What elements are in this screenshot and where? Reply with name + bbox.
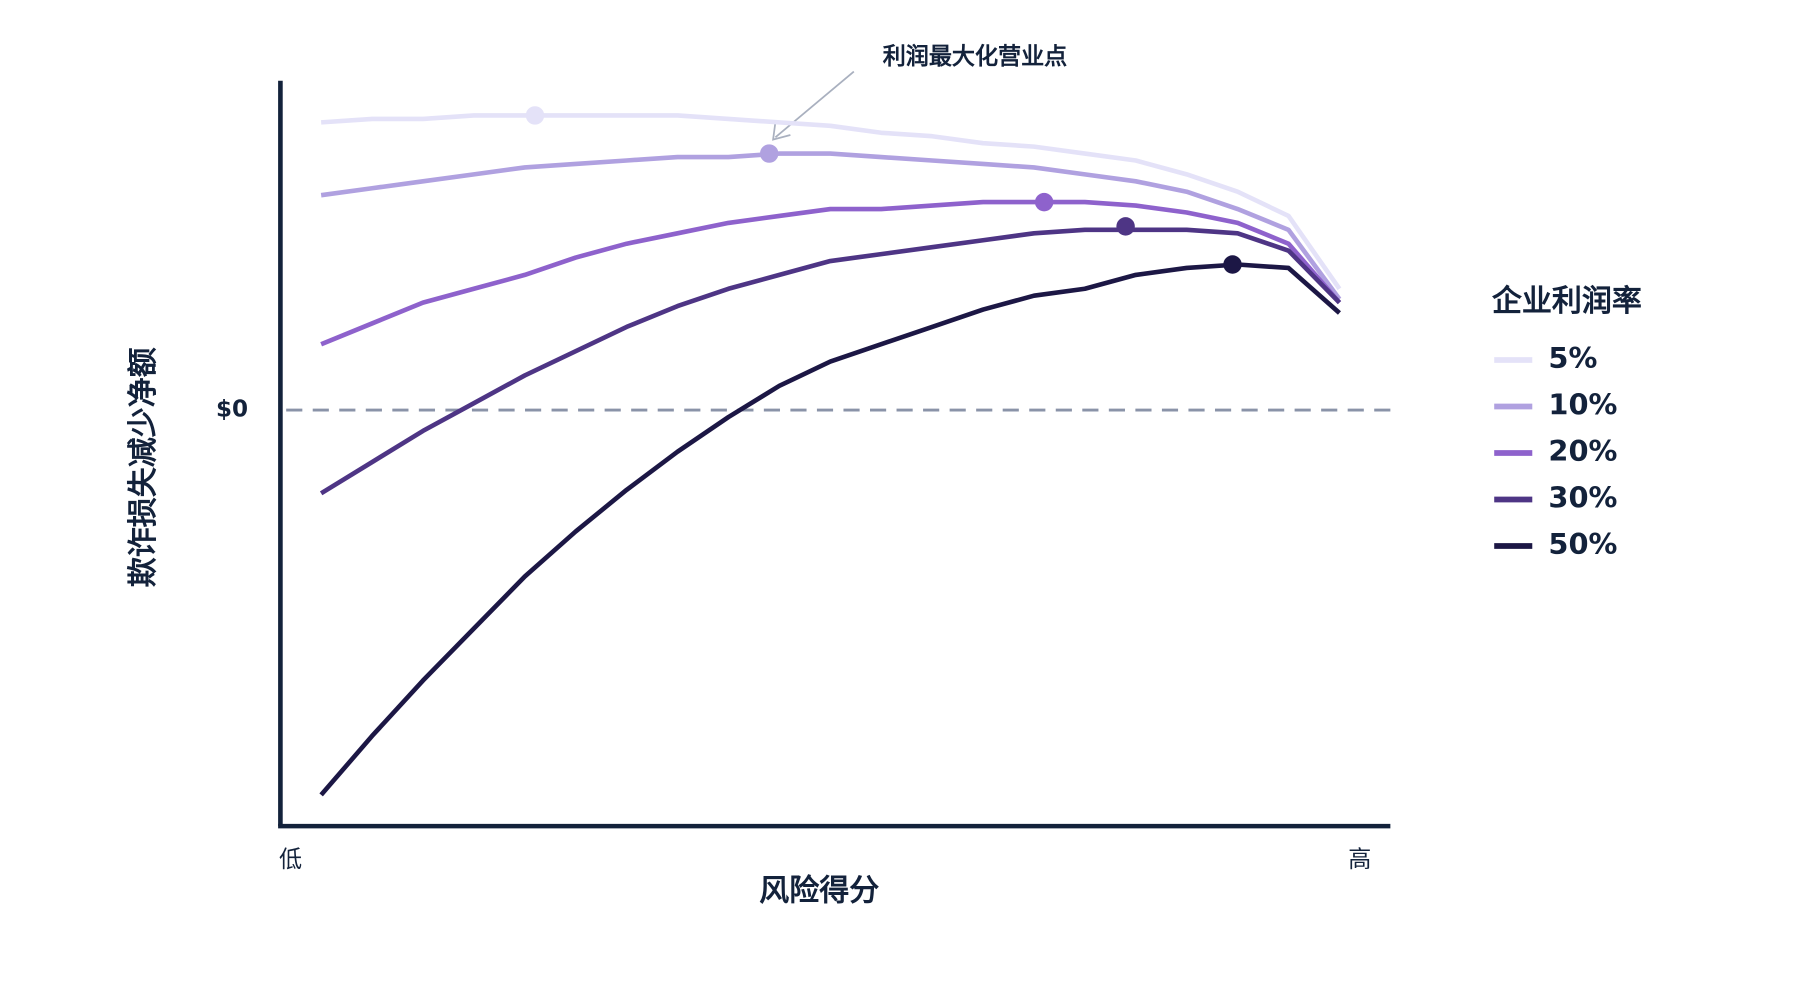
legend-label: 50% [1548, 527, 1617, 561]
legend-label: 30% [1548, 480, 1617, 514]
series-line [320, 199, 1342, 347]
peak-marker [759, 144, 779, 163]
legend-title: 企业利润率 [1492, 284, 1642, 319]
arrow-head [772, 122, 791, 141]
x-tick-label: 高 [1348, 847, 1371, 873]
x-tick-label: 低 [279, 847, 302, 873]
y-axis-label: 欺诈损失减少净额 [126, 347, 161, 587]
annotation-arrow [774, 70, 855, 138]
series-line [319, 262, 1341, 797]
peak-marker [525, 106, 545, 125]
y-tick-label: $0 [216, 397, 248, 423]
legend-label: 5% [1548, 341, 1597, 375]
annotation: 利润最大化营业点 [883, 43, 1068, 70]
series-line [320, 113, 1342, 291]
series-line [320, 151, 1342, 301]
peak-marker [1034, 192, 1054, 212]
peak-marker [1223, 255, 1242, 274]
series-line [319, 227, 1342, 496]
legend-label: 10% [1548, 387, 1617, 421]
peak-marker [1116, 217, 1135, 236]
x-axis-label: 风险得分 [759, 873, 879, 908]
legend-label: 20% [1548, 434, 1617, 468]
